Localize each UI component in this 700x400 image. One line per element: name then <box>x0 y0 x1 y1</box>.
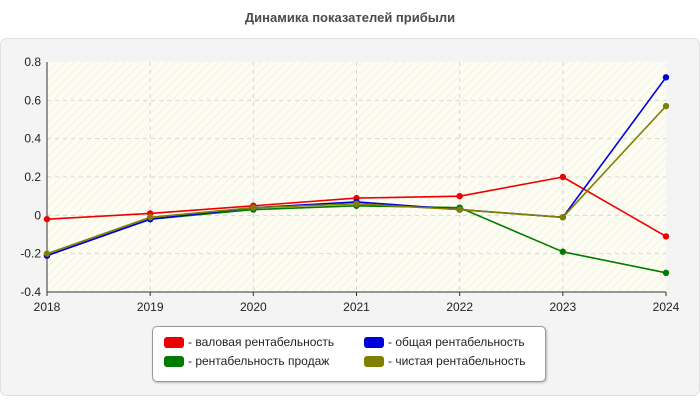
data-point-0-6 <box>662 233 670 240</box>
legend-label: - валовая рентабельность <box>188 335 335 349</box>
data-point-0-5 <box>559 173 567 181</box>
series-points <box>43 74 670 277</box>
chart-title: Динамика показателей прибыли <box>244 10 456 25</box>
legend-item-total: - общая рентабельность <box>364 335 525 349</box>
data-point-3-1 <box>146 214 154 221</box>
data-point-2-6 <box>662 74 670 81</box>
legend-swatch <box>164 336 184 348</box>
x-tick-label: 2019 <box>137 300 164 314</box>
x-tick-label: 2022 <box>446 300 473 314</box>
y-tick-label: 0.4 <box>24 132 41 146</box>
x-tick-label: 2023 <box>549 300 576 314</box>
x-tick-label: 2024 <box>653 300 680 314</box>
data-point-3-0 <box>43 250 51 257</box>
legend-swatch <box>364 355 384 367</box>
legend-swatch <box>164 355 184 367</box>
legend-item-net: - чистая рентабельность <box>364 354 525 368</box>
data-point-1-5 <box>559 248 567 255</box>
legend-label: - чистая рентабельность <box>388 354 526 368</box>
y-tick-label: 0.6 <box>24 93 41 107</box>
y-tick-label: 0.8 <box>24 55 41 69</box>
data-point-0-0 <box>43 215 51 223</box>
legend-swatch <box>364 336 384 348</box>
x-tick-label: 2018 <box>34 300 61 314</box>
y-tick-label: 0 <box>34 208 41 222</box>
x-tick-label: 2020 <box>240 300 267 314</box>
legend: - валовая рентабельность - общая рентабе… <box>152 326 546 382</box>
data-point-3-3 <box>353 200 360 208</box>
data-point-3-2 <box>250 204 257 211</box>
legend-label: - общая рентабельность <box>388 335 525 349</box>
tick-labels: -0.4 -0.2 0 0.2 0.4 0.6 0.8 2018 2019 2020 2021 202… <box>20 55 679 314</box>
data-point-1-6 <box>662 269 670 277</box>
data-point-0-4 <box>456 192 463 200</box>
data-point-3-5 <box>559 214 567 221</box>
legend-item-sales: - рентабельность продаж <box>164 354 329 368</box>
y-tick-label: 0.2 <box>24 170 41 184</box>
legend-label: - рентабельность продаж <box>188 354 330 368</box>
data-point-3-4 <box>456 206 463 213</box>
data-point-3-6 <box>662 102 670 110</box>
legend-item-gross: - валовая рентабельность <box>164 335 334 349</box>
x-tick-label: 2021 <box>343 300 370 314</box>
y-tick-label: -0.4 <box>20 285 41 299</box>
y-tick-label: -0.2 <box>20 247 41 261</box>
